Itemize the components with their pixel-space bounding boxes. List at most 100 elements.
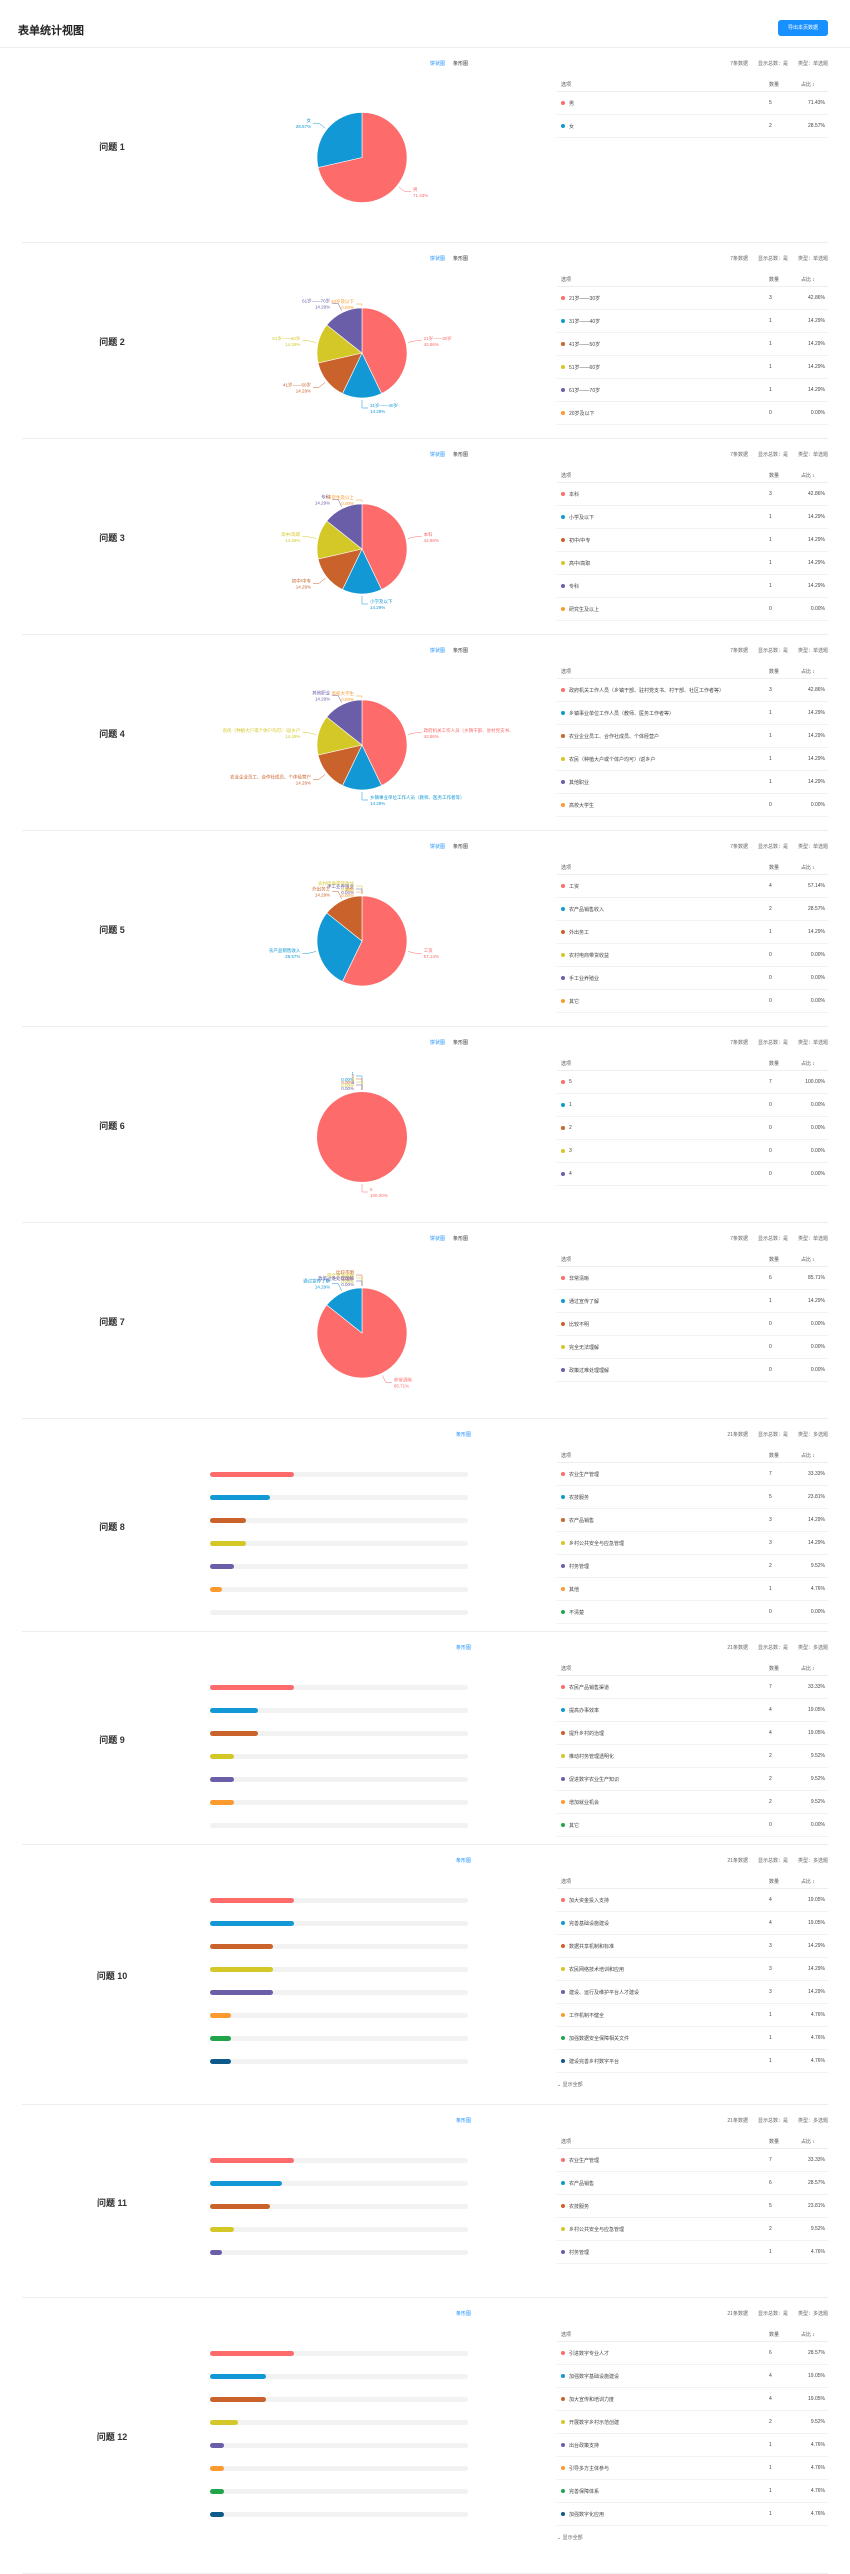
col-percent[interactable]: 占比 ↕ xyxy=(801,473,815,479)
meta-item: 类型：单选题 xyxy=(797,256,828,262)
pie-slice[interactable] xyxy=(317,112,408,203)
bar-fill[interactable] xyxy=(210,2466,225,2471)
col-percent[interactable]: 占比 ↕ xyxy=(801,82,815,88)
bar-track xyxy=(210,1708,468,1713)
legend-dot xyxy=(561,388,565,392)
meta-item: 显示总数：是 xyxy=(757,1432,788,1438)
table-row: 农业生产管理 7 33.33% xyxy=(557,2149,828,2172)
slice-label: 男 xyxy=(413,187,418,193)
bar-fill[interactable] xyxy=(210,2420,239,2425)
col-count: 数量 xyxy=(769,1257,780,1263)
bar-tab[interactable]: 条形图 xyxy=(456,2311,472,2317)
bar-fill[interactable] xyxy=(210,1708,259,1713)
legend-dot xyxy=(561,953,565,957)
bar-fill[interactable] xyxy=(210,2013,232,2018)
bar-fill[interactable] xyxy=(210,2351,295,2356)
pie-slice[interactable] xyxy=(316,912,363,982)
bar-fill[interactable] xyxy=(210,2374,267,2379)
bar-fill[interactable] xyxy=(210,1754,235,1759)
table-row: 农民（种植大户或个体户均可）/返乡户 1 14.29% xyxy=(557,748,828,771)
label-line xyxy=(361,400,368,409)
bar-fill[interactable] xyxy=(210,2036,232,2041)
pie-chart: 政府机关工作人员（乡镇干部、驻村党支书、村干部、社区工作者等）42.86% 乡镇事… xyxy=(223,689,512,806)
bar-fill[interactable] xyxy=(210,2443,225,2448)
bar-fill[interactable] xyxy=(210,2204,271,2209)
col-percent[interactable]: 占比 ↕ xyxy=(801,1257,815,1263)
bar-fill[interactable] xyxy=(210,1800,235,1805)
bar-tab[interactable]: 条形图 xyxy=(453,1236,469,1242)
bar-fill[interactable] xyxy=(210,2489,225,2494)
bar-tab[interactable]: 条形图 xyxy=(453,256,469,262)
pie-tab[interactable]: 饼状图 xyxy=(430,452,446,458)
option-name: 农村电商带货收益 xyxy=(569,953,610,959)
col-percent[interactable]: 占比 ↕ xyxy=(801,2332,815,2338)
table-header: 选项 数量 占比 ↕ xyxy=(557,2133,828,2149)
bar-fill[interactable] xyxy=(210,1990,274,1995)
bar-fill[interactable] xyxy=(210,1898,295,1903)
bar-fill[interactable] xyxy=(210,2397,267,2402)
col-percent[interactable]: 占比 ↕ xyxy=(801,1061,815,1067)
bar-tab[interactable]: 条形图 xyxy=(456,1645,472,1651)
bar-tab[interactable]: 条形图 xyxy=(456,1858,472,1864)
question-label: 问题 12 xyxy=(96,2432,128,2442)
pie-slice[interactable] xyxy=(317,1092,407,1182)
bar-fill[interactable] xyxy=(210,2059,232,2064)
pie-tab[interactable]: 饼状图 xyxy=(430,1236,446,1242)
pie-slice[interactable] xyxy=(326,699,363,746)
pie-slice[interactable] xyxy=(361,307,408,394)
bar-tab[interactable]: 条形图 xyxy=(456,2118,472,2124)
table-row: 外出务工 1 14.29% xyxy=(557,921,828,944)
bar-fill[interactable] xyxy=(210,1967,274,1972)
bar-fill[interactable] xyxy=(210,1518,247,1523)
pie-slice[interactable] xyxy=(361,503,408,590)
table-row: 提升乡村的治理 4 19.05% xyxy=(557,1722,828,1745)
pie-tab[interactable]: 饼状图 xyxy=(430,1040,446,1046)
bar-fill[interactable] xyxy=(210,1731,259,1736)
bar-fill[interactable] xyxy=(210,2250,223,2255)
bar-fill[interactable] xyxy=(210,1587,223,1592)
pie-slice[interactable] xyxy=(316,112,363,168)
pie-slice[interactable] xyxy=(361,699,408,786)
bar-tab[interactable]: 条形图 xyxy=(453,1040,469,1046)
bar-fill[interactable] xyxy=(210,2227,235,2232)
col-percent[interactable]: 占比 ↕ xyxy=(801,1453,815,1459)
pie-slice[interactable] xyxy=(326,1287,363,1334)
pie-tab[interactable]: 饼状图 xyxy=(430,648,446,654)
pie-slice[interactable] xyxy=(342,895,408,987)
bar-tab[interactable]: 条形图 xyxy=(453,452,469,458)
bar-fill[interactable] xyxy=(210,1495,271,1500)
col-percent[interactable]: 占比 ↕ xyxy=(801,1879,815,1885)
bar-fill[interactable] xyxy=(210,1541,247,1546)
bar-fill[interactable] xyxy=(210,1777,235,1782)
export-button[interactable]: 导出本页数据 xyxy=(778,20,828,36)
pie-slice[interactable] xyxy=(326,895,363,942)
bar-fill[interactable] xyxy=(210,1944,274,1949)
col-percent[interactable]: 占比 ↕ xyxy=(801,277,815,283)
pie-slice[interactable] xyxy=(326,503,363,550)
bar-fill[interactable] xyxy=(210,1472,295,1477)
bar-fill[interactable] xyxy=(210,2158,295,2163)
col-percent[interactable]: 占比 ↕ xyxy=(801,669,815,675)
question-meta: 7条数据 显示总数：是 类型：单选题 xyxy=(557,1235,828,1242)
table-row: 引导多方主体参与 1 4.76% xyxy=(557,2457,828,2480)
option-count: 2 xyxy=(769,1776,772,1782)
bar-fill[interactable] xyxy=(210,2181,283,2186)
col-percent[interactable]: 占比 ↕ xyxy=(801,865,815,871)
bar-fill[interactable] xyxy=(210,1685,295,1690)
pie-tab[interactable]: 饼状图 xyxy=(430,844,446,850)
show-all-button[interactable]: ⌄ 显示全部 xyxy=(557,2082,583,2088)
pie-slice[interactable] xyxy=(326,307,363,354)
bar-tab[interactable]: 条形图 xyxy=(453,61,469,67)
col-percent[interactable]: 占比 ↕ xyxy=(801,2139,815,2145)
col-percent[interactable]: 占比 ↕ xyxy=(801,1666,815,1672)
bar-fill[interactable] xyxy=(210,2512,225,2517)
bar-tab[interactable]: 条形图 xyxy=(456,1432,472,1438)
bar-fill[interactable] xyxy=(210,1921,295,1926)
legend-dot xyxy=(561,1518,565,1522)
show-all-button[interactable]: ⌄ 显示全部 xyxy=(557,2535,583,2541)
bar-fill[interactable] xyxy=(210,1564,235,1569)
pie-tab[interactable]: 饼状图 xyxy=(430,61,446,67)
bar-tab[interactable]: 条形图 xyxy=(453,844,469,850)
bar-tab[interactable]: 条形图 xyxy=(453,648,469,654)
pie-tab[interactable]: 饼状图 xyxy=(430,256,446,262)
